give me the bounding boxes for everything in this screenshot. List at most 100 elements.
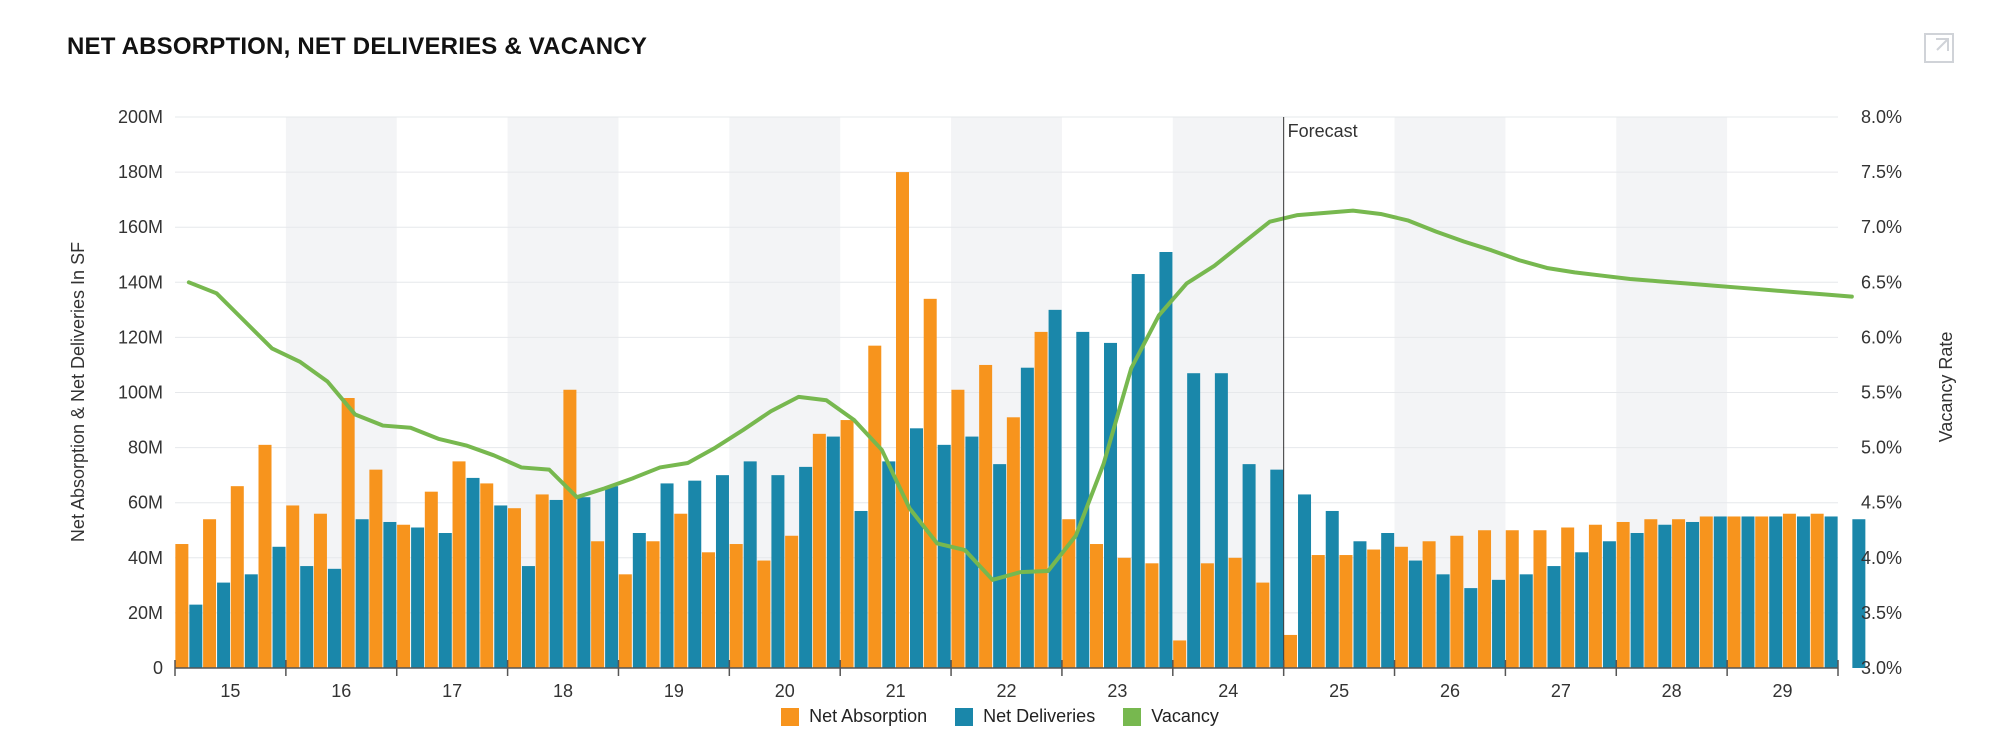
legend-label-vacancy: Vacancy [1151,706,1219,726]
x-tick-label: 29 [1773,681,1793,700]
net-deliveries-bar [771,475,785,668]
net-absorption-bar [1644,519,1658,668]
net-deliveries-bar [1464,588,1478,668]
legend-item-net-deliveries[interactable]: Net Deliveries [955,706,1095,727]
x-axis: 15 16 17 18 19 20 21 22 23 24 25 26 27 28 29 [174,660,1839,700]
net-deliveries-bar [1270,469,1284,668]
net-absorption-bar [563,389,577,668]
net-deliveries-bar [1686,521,1700,668]
y2-tick-label: 6.0% [1861,327,1902,347]
net-deliveries-bar [1325,510,1339,668]
net-deliveries-bar [1796,516,1810,668]
y2-tick-label: 4.0% [1861,548,1902,568]
net-deliveries-bar [1547,566,1561,668]
net-absorption-bar [313,513,327,668]
net-absorption-bar [1339,555,1353,668]
net-absorption-bar [1284,634,1298,668]
net-deliveries-bar [1852,519,1866,668]
y-tick-label: 80M [128,438,163,458]
net-deliveries-bar [1436,574,1450,668]
net-deliveries-bar [1492,579,1506,668]
x-tick-label: 21 [886,681,906,700]
net-absorption-bar [1699,516,1713,668]
legend-swatch-absorption [781,707,800,726]
net-absorption-bar [785,535,799,668]
net-deliveries-bar [244,574,258,668]
net-absorption-bar [1533,530,1547,668]
net-deliveries-bar [1381,533,1395,668]
y-tick-label: 20M [128,603,163,623]
x-tick-label: 24 [1218,681,1238,700]
net-deliveries-bar [1076,331,1090,668]
net-absorption-bar [1505,530,1519,668]
y-axis-right: 3.0% 3.5% 4.0% 4.5% 5.0% 5.5% 6.0% 6.5% 7.0% 7.5%… [1861,107,1902,678]
net-absorption-bar [951,389,965,668]
net-absorption-bar [1782,513,1796,668]
y-tick-label: 200M [118,107,163,127]
net-deliveries-bar [1104,342,1118,668]
x-tick-label: 22 [996,681,1016,700]
net-absorption-bar [1256,582,1270,668]
x-tick-label: 15 [220,681,240,700]
net-absorption-bar [1561,527,1575,668]
y2-tick-label: 7.5% [1861,162,1902,182]
y2-tick-label: 3.5% [1861,603,1902,623]
expand-icon[interactable] [1924,33,1954,63]
net-absorption-bar [1006,417,1020,668]
net-absorption-bar [812,433,826,668]
net-absorption-bar [895,172,909,668]
net-absorption-bar [286,505,300,668]
y2-tick-label: 7.0% [1861,217,1902,237]
legend-item-net-absorption[interactable]: Net Absorption [781,706,927,727]
y2-axis-title: Vacancy Rate [1936,332,1956,443]
net-deliveries-bar [993,464,1007,668]
net-absorption-bar [1672,519,1686,668]
y2-tick-label: 3.0% [1861,658,1902,678]
x-tick-label: 25 [1329,681,1349,700]
x-tick-label: 27 [1551,681,1571,700]
y-tick-label: 180M [118,162,163,182]
net-deliveries-bar [1020,367,1034,668]
legend-swatch-vacancy [1123,707,1142,726]
net-deliveries-bar [799,466,813,668]
net-absorption-bar [923,298,937,668]
chart-title: NET ABSORPTION, NET DELIVERIES & VACANCY [67,33,648,60]
net-deliveries-bar [632,533,646,668]
x-tick-label: 19 [664,681,684,700]
net-deliveries-bar [909,428,923,668]
y2-tick-label: 8.0% [1861,107,1902,127]
net-deliveries-bar [965,436,979,668]
net-deliveries-bar [1602,541,1616,668]
net-absorption-bar [674,513,688,668]
y2-tick-label: 5.5% [1861,383,1902,403]
net-deliveries-bar [1741,516,1755,668]
legend-item-vacancy[interactable]: Vacancy [1123,706,1219,727]
legend: Net Absorption Net Deliveries Vacancy [0,706,2000,727]
y2-tick-label: 6.5% [1861,272,1902,292]
net-deliveries-bar [1159,251,1173,668]
x-tick-label: 28 [1662,681,1682,700]
y-tick-label: 60M [128,493,163,513]
net-deliveries-bar [577,497,591,668]
net-absorption-bar [1228,557,1242,668]
net-absorption-bar [591,541,605,668]
net-absorption-bar [203,519,217,668]
net-deliveries-bar [882,461,896,668]
net-absorption-bar [757,560,771,668]
x-tick-label: 26 [1440,681,1460,700]
y-axis-title: Net Absorption & Net Deliveries In SF [68,242,88,542]
net-absorption-bar [341,398,355,668]
net-absorption-bar [840,420,854,668]
net-absorption-bar [535,494,549,668]
net-absorption-bar [1117,557,1131,668]
net-absorption-bar [1090,544,1104,668]
x-tick-label: 17 [442,681,462,700]
net-absorption-bar [1062,519,1076,668]
net-deliveries-bar [1658,524,1672,668]
net-absorption-bar [1810,513,1824,668]
net-absorption-bar [1394,546,1408,668]
net-absorption-bar [1367,549,1381,668]
net-deliveries-bars [189,251,1866,668]
net-absorption-bar [1616,521,1630,668]
net-absorption-bar [452,461,466,668]
